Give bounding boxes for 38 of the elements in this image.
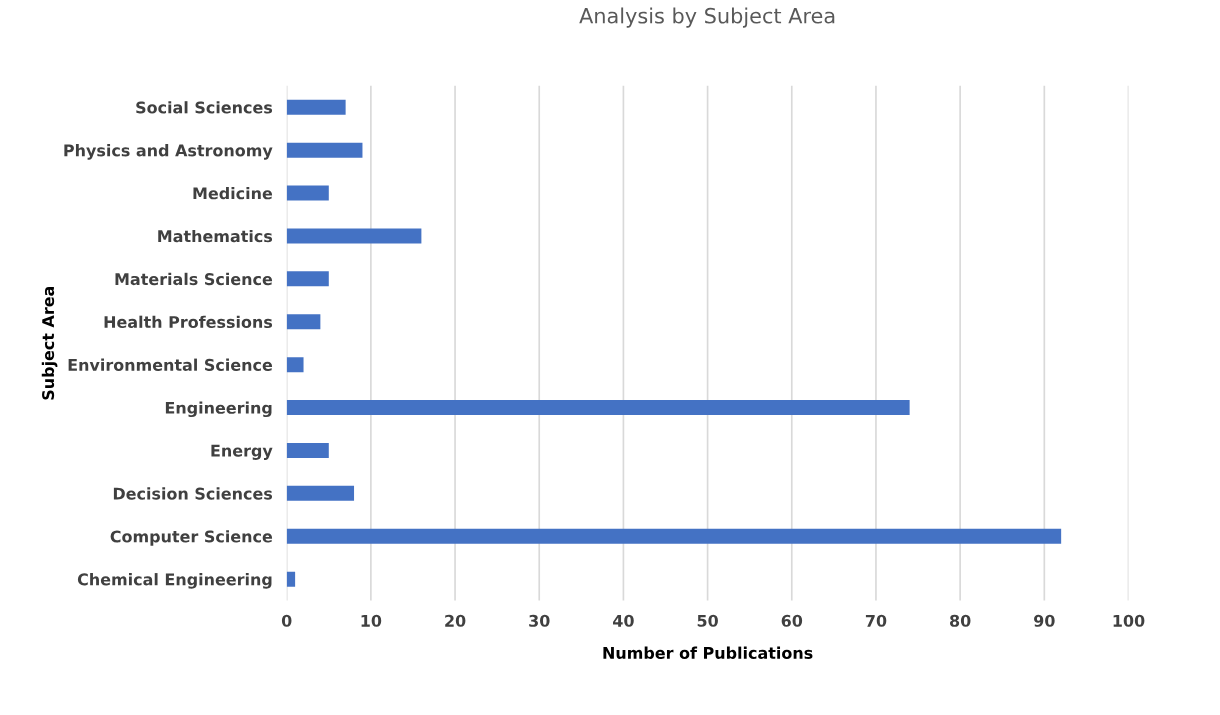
x-tick-label: 40 xyxy=(613,614,634,627)
chart-title: Analysis by Subject Area xyxy=(579,7,835,28)
y-tick-label: Physics and Astronomy xyxy=(64,144,273,160)
bar xyxy=(286,142,363,158)
bar xyxy=(286,357,304,373)
x-tick-label: 80 xyxy=(950,614,971,627)
x-tick-label: 60 xyxy=(781,614,803,627)
y-tick-label: Energy xyxy=(211,444,273,460)
bar xyxy=(286,400,910,416)
x-tick-label: 100 xyxy=(1113,614,1145,627)
bar xyxy=(286,528,1062,544)
bar xyxy=(286,485,355,501)
y-tick-label: Environmental Science xyxy=(68,358,273,371)
x-axis-title: Number of Publications xyxy=(603,646,813,659)
bar xyxy=(286,99,346,115)
y-tick-label: Engineering xyxy=(165,401,272,418)
bar xyxy=(286,228,422,244)
x-tick-label: 30 xyxy=(529,614,550,627)
bar xyxy=(286,185,329,201)
x-tick-label: 90 xyxy=(1034,614,1055,627)
x-tick-label: 10 xyxy=(361,614,382,627)
y-tick-label: Materials Science xyxy=(115,272,273,286)
bar xyxy=(286,442,329,458)
y-tick-label: Social Sciences xyxy=(136,101,273,114)
bar xyxy=(286,314,321,330)
y-tick-label: Medicine xyxy=(193,186,273,200)
bar xyxy=(286,271,329,287)
x-tick-label: 50 xyxy=(697,614,718,627)
y-axis-title: Subject Area xyxy=(41,286,58,400)
y-tick-label: Mathematics xyxy=(158,229,273,243)
x-tick-label: 20 xyxy=(445,614,466,627)
bar xyxy=(286,571,296,587)
x-tick-label: 0 xyxy=(281,614,292,627)
y-tick-label: Computer Science xyxy=(110,530,273,546)
y-tick-label: Chemical Engineering xyxy=(77,573,272,589)
x-tick-label: 70 xyxy=(865,614,887,627)
y-tick-label: Decision Sciences xyxy=(113,487,273,500)
y-tick-label: Health Professions xyxy=(104,315,273,329)
